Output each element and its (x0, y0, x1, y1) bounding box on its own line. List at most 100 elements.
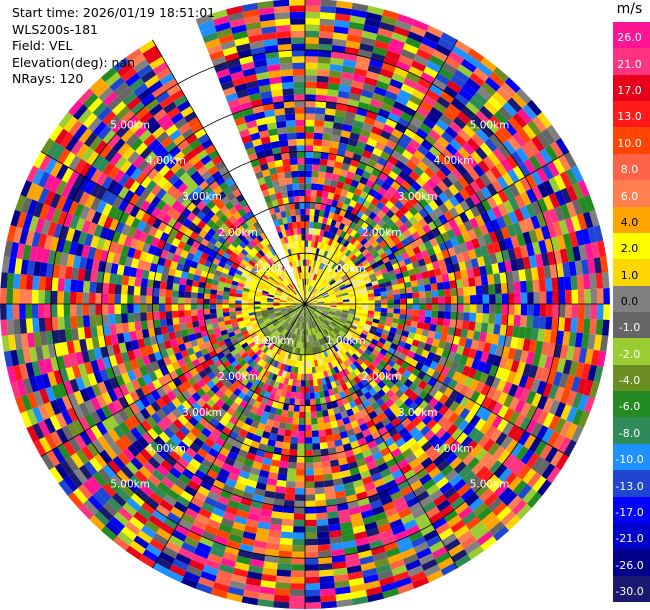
velocity-gate (393, 228, 403, 237)
velocity-gate (345, 381, 353, 389)
velocity-gate (348, 434, 358, 443)
velocity-gate (368, 387, 377, 397)
velocity-gate (359, 555, 375, 566)
velocity-gate (316, 222, 323, 230)
velocity-gate (426, 351, 436, 361)
velocity-gate (566, 247, 575, 263)
velocity-gate (589, 209, 600, 227)
velocity-gate (426, 60, 442, 73)
velocity-gate (333, 573, 349, 583)
velocity-gate (345, 219, 353, 227)
velocity-gate (342, 224, 350, 233)
velocity-gate (319, 582, 335, 590)
velocity-gate (315, 512, 328, 520)
velocity-gate (458, 465, 472, 479)
velocity-gate (492, 66, 510, 83)
velocity-gate (250, 420, 260, 429)
velocity-gate (184, 304, 191, 311)
velocity-gate (459, 200, 471, 212)
velocity-gate (334, 161, 343, 169)
velocity-gate (347, 313, 355, 318)
velocity-gate (371, 338, 379, 346)
velocity-gate (479, 105, 494, 120)
velocity-gate (285, 371, 291, 379)
velocity-gate (420, 440, 433, 453)
velocity-gate (556, 234, 567, 250)
velocity-gate (325, 317, 332, 323)
velocity-gate (348, 386, 356, 395)
velocity-gate (451, 427, 464, 441)
velocity-gate (470, 402, 482, 415)
velocity-gate (434, 551, 452, 565)
velocity-gate (244, 583, 261, 593)
velocity-gate (495, 344, 504, 357)
velocity-gate (419, 122, 432, 135)
velocity-gate (464, 259, 473, 270)
velocity-gate (554, 174, 567, 191)
velocity-gate (559, 171, 573, 188)
velocity-gate (326, 159, 336, 168)
velocity-gate (423, 256, 432, 265)
velocity-gate (582, 211, 594, 229)
velocity-gate (402, 553, 419, 566)
velocity-gate (424, 167, 436, 179)
velocity-gate (552, 433, 566, 451)
velocity-gate (476, 86, 493, 101)
velocity-gate (399, 293, 407, 300)
velocity-gate (365, 110, 378, 121)
velocity-gate (152, 288, 160, 297)
velocity-gate (313, 359, 319, 367)
velocity-gate (250, 467, 261, 476)
velocity-gate (429, 489, 444, 502)
velocity-gate (381, 535, 397, 546)
velocity-gate (572, 346, 582, 363)
velocity-gate (306, 309, 310, 317)
velocity-gate (356, 365, 365, 374)
velocity-gate (412, 191, 424, 202)
velocity-gate (512, 427, 526, 443)
velocity-gate (557, 317, 566, 332)
velocity-gate (338, 319, 346, 325)
velocity-gate (324, 363, 331, 371)
velocity-gate (342, 540, 357, 549)
velocity-gate (140, 278, 149, 288)
velocity-gate (491, 263, 500, 275)
velocity-gate (399, 308, 407, 315)
velocity-gate (311, 300, 318, 303)
velocity-gate (322, 310, 329, 315)
velocity-gate (184, 285, 193, 293)
velocity-gate (320, 223, 327, 231)
velocity-gate (327, 315, 334, 320)
velocity-gate (448, 412, 460, 424)
velocity-gate (383, 325, 391, 332)
velocity-gate (322, 127, 333, 135)
velocity-gate (368, 211, 377, 221)
velocity-gate (566, 185, 578, 202)
velocity-gate (6, 319, 15, 336)
velocity-gate (328, 269, 335, 276)
velocity-gate (392, 496, 406, 508)
velocity-gate (372, 392, 381, 402)
velocity-gate (342, 183, 351, 192)
velocity-gate (382, 256, 390, 264)
velocity-gate (291, 557, 305, 565)
velocity-gate (351, 247, 359, 255)
velocity-gate (439, 481, 453, 495)
velocity-gate (349, 346, 357, 354)
velocity-gate (263, 424, 273, 433)
velocity-gate (216, 569, 233, 581)
velocity-gate (253, 455, 264, 464)
velocity-gate (512, 325, 520, 338)
velocity-gate (458, 176, 470, 189)
velocity-gate (419, 171, 431, 183)
velocity-gate (319, 270, 325, 277)
velocity-gate (448, 440, 461, 453)
velocity-gate (503, 186, 515, 201)
velocity-gate (342, 353, 349, 361)
velocity-gate (358, 321, 366, 327)
velocity-gate (310, 411, 317, 419)
velocity-gate (318, 563, 333, 571)
velocity-gate (398, 402, 409, 413)
velocity-gate (428, 434, 440, 446)
velocity-gate (310, 296, 316, 301)
